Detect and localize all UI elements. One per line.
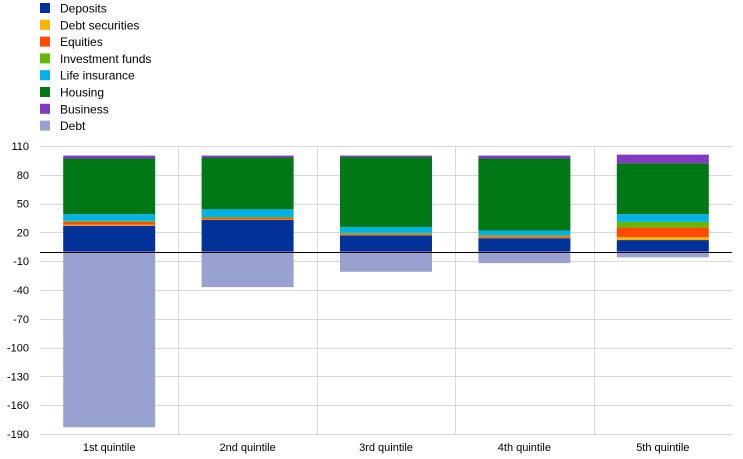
- bar-life-insurance-2: [201, 209, 294, 218]
- legend-label-1: Debt securities: [60, 18, 139, 32]
- legend-label-3: Investment funds: [60, 52, 151, 66]
- bar-deposits-3: [340, 235, 432, 252]
- bar-business-3: [340, 155, 432, 158]
- bar-debt-securities-1: [63, 224, 156, 226]
- y-tick-label-8: -130: [7, 371, 29, 383]
- legend-label-4: Life insurance: [60, 69, 135, 83]
- legend-swatch-7: [40, 120, 50, 131]
- y-tick-label-5: -40: [13, 285, 29, 297]
- bar-housing-1: [63, 158, 156, 215]
- legend: Deposits Debt securities Equities Investmen…: [40, 2, 151, 133]
- x-axis: 1st quintile 2nd quintile 3rd quintile 4th …: [83, 442, 690, 454]
- y-tick-label-7: -100: [7, 343, 29, 355]
- legend-swatch-2: [40, 36, 50, 47]
- bar-deposits-5: [616, 240, 709, 252]
- bar-debt-5: [616, 251, 709, 258]
- bar-debt-2: [201, 251, 294, 288]
- legend-label-6: Business: [60, 102, 109, 116]
- bar-business-2: [201, 155, 294, 158]
- bar-investment-funds-2: [201, 217, 294, 218]
- bars: [63, 154, 709, 428]
- bar-housing-4: [478, 158, 571, 231]
- bar-life-insurance-4: [478, 230, 571, 236]
- category-label-4: 4th quintile: [498, 442, 551, 454]
- bar-housing-3: [340, 157, 432, 228]
- bar-debt-securities-5: [616, 237, 709, 241]
- legend-swatch-0: [40, 3, 50, 13]
- category-label-3: 3rd quintile: [359, 442, 413, 454]
- y-tick-label-10: -190: [7, 429, 29, 441]
- bar-business-4: [478, 155, 571, 159]
- bar-deposits-4: [478, 238, 571, 252]
- y-tick-label-9: -160: [7, 400, 29, 412]
- y-tick-label-1: 80: [17, 170, 29, 182]
- bar-equities-2: [201, 218, 294, 220]
- legend-swatch-1: [40, 19, 50, 30]
- y-tick-label-3: 20: [17, 227, 29, 239]
- bar-deposits-1: [63, 225, 156, 252]
- bar-investment-funds-4: [478, 235, 571, 237]
- bar-equities-1: [63, 221, 156, 225]
- bar-deposits-2: [201, 219, 294, 252]
- y-tick-label-6: -70: [13, 314, 29, 326]
- bar-debt-1: [63, 251, 156, 428]
- y-tick-label-0: 110: [11, 141, 29, 153]
- bar-debt-4: [478, 251, 571, 264]
- bar-equities-4: [478, 236, 571, 238]
- bar-business-1: [63, 155, 156, 159]
- bar-housing-5: [616, 163, 709, 215]
- y-tick-label-4: -10: [13, 256, 29, 268]
- bar-life-insurance-3: [340, 227, 432, 233]
- legend-label-0: Deposits: [60, 2, 107, 16]
- legend-label-5: Housing: [60, 86, 104, 100]
- bar-investment-funds-5: [616, 221, 709, 228]
- legend-swatch-4: [40, 70, 50, 81]
- y-tick-label-2: 50: [17, 199, 29, 211]
- bar-equities-5: [616, 227, 709, 238]
- legend-label-2: Equities: [60, 35, 103, 49]
- category-label-5: 5th quintile: [636, 442, 689, 454]
- bar-business-5: [616, 154, 709, 164]
- bar-life-insurance-5: [616, 214, 709, 222]
- legend-swatch-6: [40, 103, 50, 114]
- bar-investment-funds-3: [340, 232, 432, 234]
- bar-life-insurance-1: [63, 214, 156, 221]
- category-label-1: 1st quintile: [83, 442, 136, 454]
- bar-housing-2: [201, 157, 294, 210]
- y-axis: 110 80 50 20 -10 -40 -70 -100 -130 -160 -190: [7, 141, 29, 441]
- category-label-2: 2nd quintile: [219, 442, 275, 454]
- bar-debt-3: [340, 251, 432, 272]
- legend-swatch-5: [40, 87, 50, 97]
- bar-equities-3: [340, 233, 432, 235]
- bar-investment-funds-1: [63, 220, 156, 222]
- legend-label-7: Debt: [60, 119, 86, 133]
- legend-swatch-3: [40, 53, 50, 64]
